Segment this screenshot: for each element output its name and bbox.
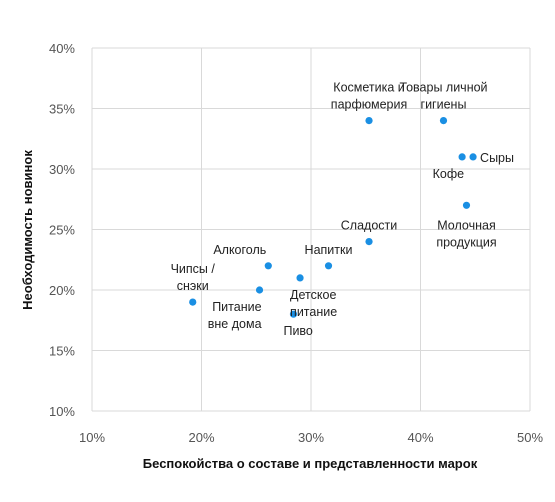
x-tick-label: 40% [407, 430, 433, 445]
x-tick-label: 20% [188, 430, 214, 445]
data-label: Питание [212, 300, 261, 314]
data-point [439, 117, 448, 125]
data-point [462, 201, 471, 209]
data-label: Сладости [341, 219, 397, 233]
y-tick-label: 20% [49, 283, 75, 298]
data-label: Алкоголь [213, 243, 266, 257]
data-point [458, 153, 466, 161]
data-label: вне дома [208, 317, 262, 331]
data-label: Сыры [480, 151, 514, 165]
y-tick-label: 25% [49, 223, 75, 238]
data-label: снэки [177, 279, 209, 293]
x-tick-label: 50% [517, 430, 543, 445]
data-label: гигиены [421, 98, 467, 112]
y-tick-label: 40% [49, 41, 75, 56]
y-tick-label: 15% [49, 344, 75, 359]
data-label: Пиво [283, 324, 312, 338]
y-axis-ticks: 10% 15% 20% 25% 30% 35% 40% [49, 41, 75, 419]
data-point [189, 298, 197, 306]
data-point [289, 310, 298, 318]
y-tick-label: 35% [49, 102, 75, 117]
data-point [324, 262, 333, 270]
data-label: Чипсы / [171, 262, 216, 276]
data-label: парфюмерия [331, 98, 407, 112]
grid-lines [91, 47, 531, 412]
data-label: Молочная [437, 218, 495, 232]
x-tick-label: 10% [79, 430, 105, 445]
y-axis-title: Необходимость новинок [20, 150, 35, 310]
data-label: питание [290, 305, 337, 319]
data-point [365, 238, 373, 246]
data-labels: Косметика и парфюмерия Товары личной гигиен… [171, 81, 514, 339]
data-points [189, 117, 477, 318]
data-point [365, 117, 373, 125]
data-point [264, 262, 272, 270]
data-point [469, 153, 477, 161]
data-point [255, 286, 264, 294]
y-tick-label: 30% [49, 162, 75, 177]
data-label: Напитки [305, 243, 353, 257]
x-tick-label: 30% [298, 430, 324, 445]
data-point [296, 274, 304, 282]
y-tick-label: 10% [49, 404, 75, 419]
data-label: Детское [290, 288, 336, 302]
data-label: Товары личной [399, 81, 487, 95]
x-axis-title: Беспокойства о составе и представленност… [143, 456, 478, 471]
data-label: Косметика и [333, 81, 404, 95]
data-label: продукция [436, 235, 496, 249]
x-axis-ticks: 10% 20% 30% 40% 50% [79, 430, 543, 445]
data-label: Кофе [433, 167, 465, 181]
